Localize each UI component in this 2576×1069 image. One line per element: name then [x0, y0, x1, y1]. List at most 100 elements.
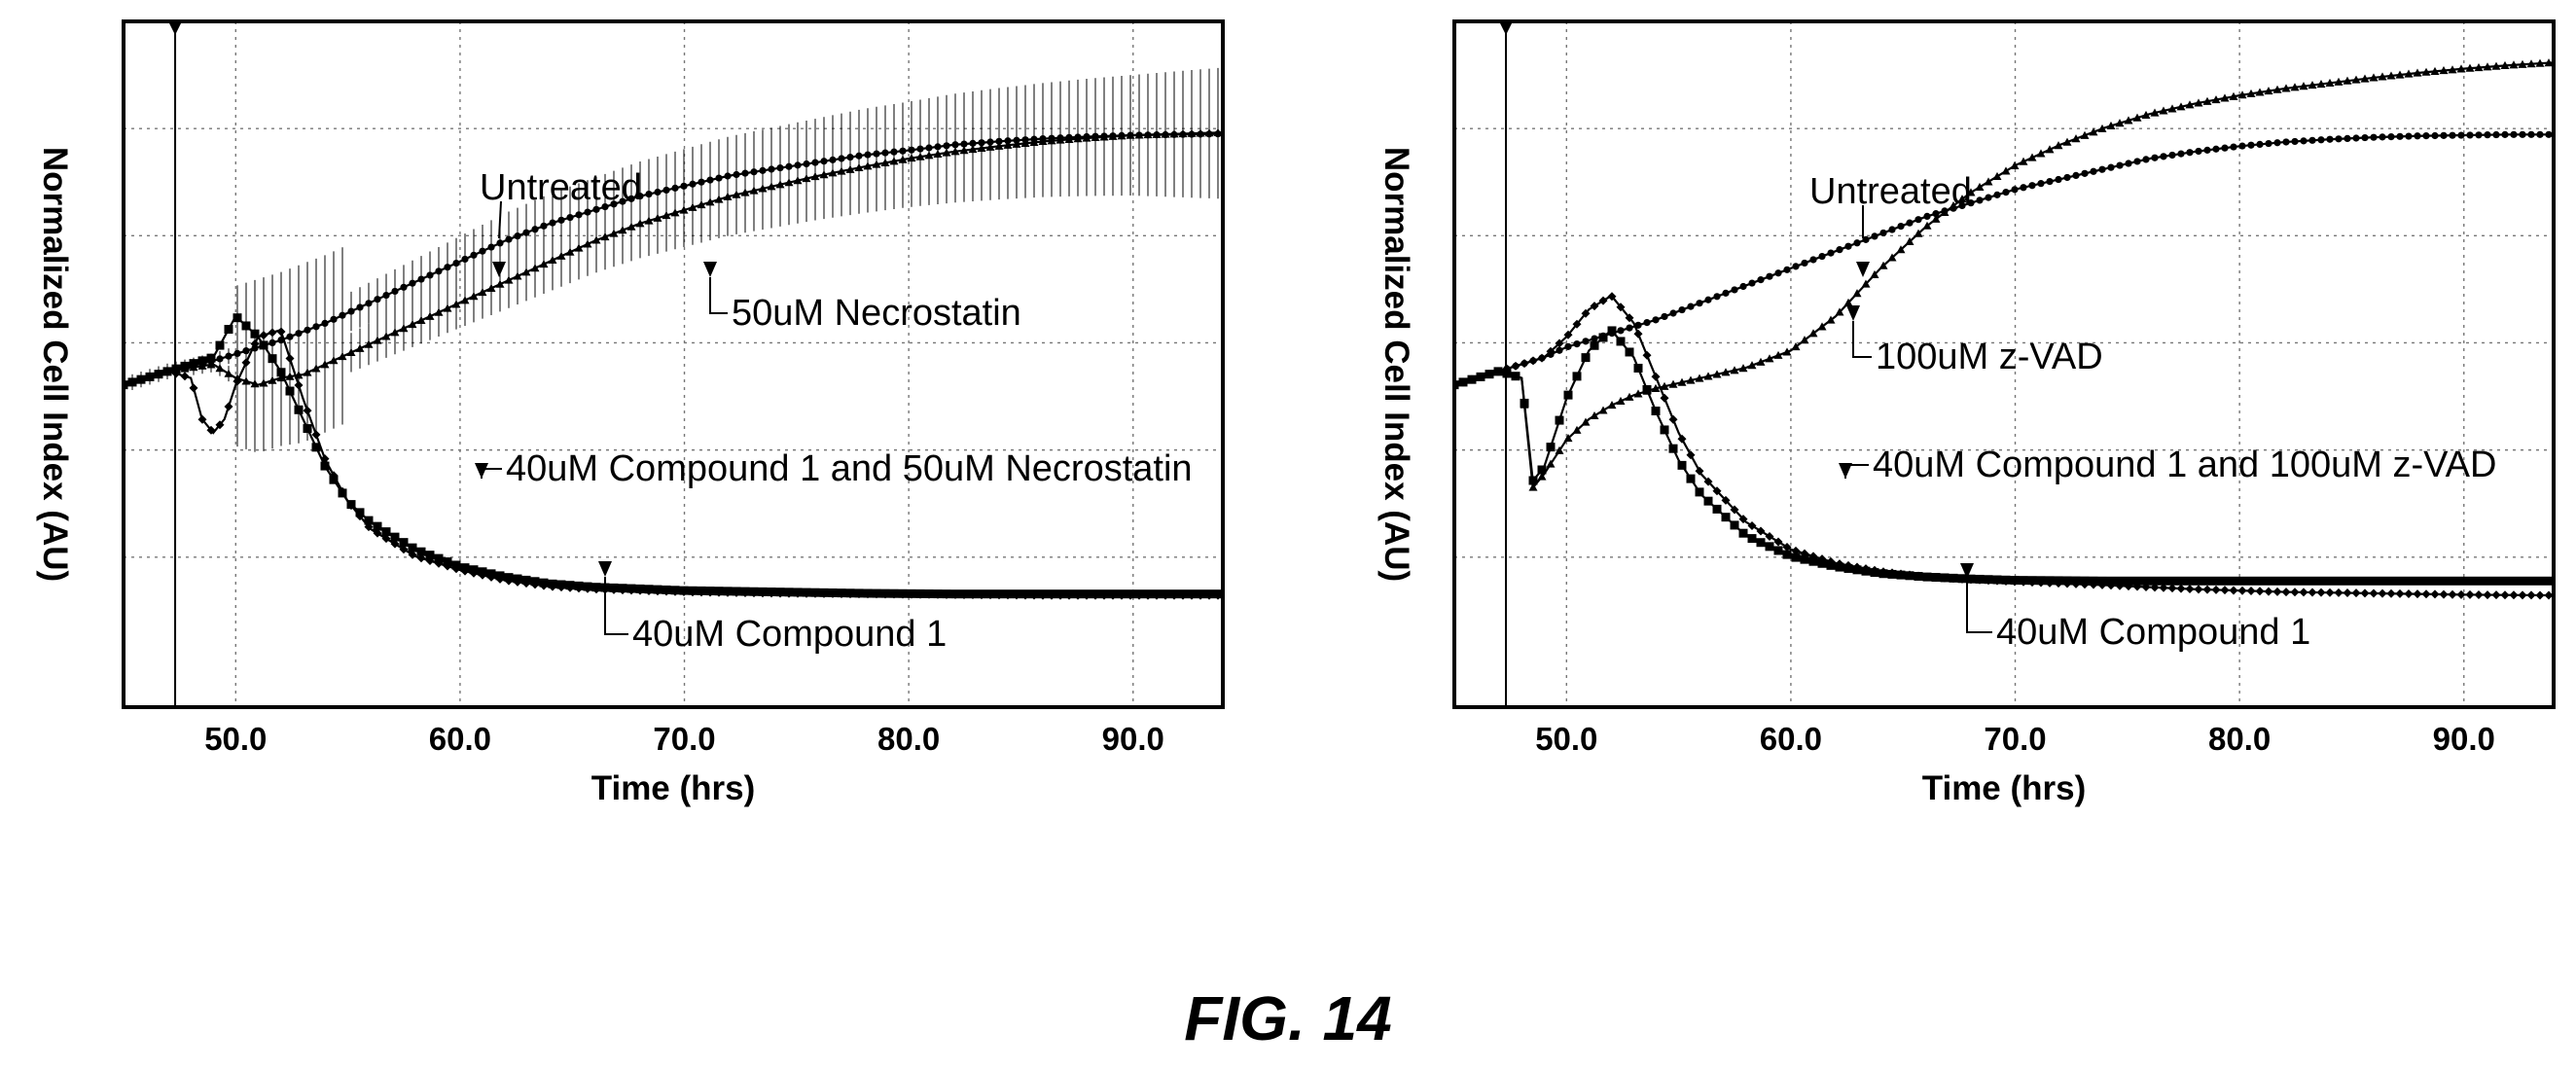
point-marker: [1633, 363, 1643, 373]
point-marker: [2351, 75, 2361, 84]
point-marker: [364, 339, 374, 348]
point-marker: [2299, 588, 2308, 597]
point-marker: [408, 550, 417, 559]
point-marker: [1984, 576, 1993, 586]
point-marker: [1686, 450, 1696, 460]
point-marker: [1187, 590, 1197, 600]
point-marker: [1703, 372, 1713, 380]
point-marker: [1055, 135, 1065, 144]
point-marker: [197, 361, 207, 370]
point-marker: [2439, 66, 2449, 75]
point-marker: [2055, 175, 2062, 184]
point-marker: [1643, 318, 1651, 327]
point-marker: [1196, 590, 1205, 600]
point-marker: [233, 313, 242, 323]
point-marker: [1108, 131, 1118, 140]
point-marker: [1677, 460, 1687, 470]
point-marker: [679, 205, 689, 214]
point-marker: [1537, 472, 1547, 481]
point-marker: [1064, 134, 1074, 143]
point-marker: [644, 586, 654, 595]
point-marker: [1660, 393, 1669, 403]
point-marker: [1826, 315, 1836, 324]
point-marker: [2141, 110, 2151, 119]
point-marker: [2097, 124, 2107, 132]
point-marker: [1808, 552, 1818, 561]
point-marker: [443, 561, 452, 571]
point-marker: [1686, 375, 1696, 384]
point-marker: [977, 590, 986, 600]
point-marker: [2107, 163, 2115, 171]
point-marker: [2211, 576, 2221, 586]
point-marker: [1984, 177, 1993, 186]
point-marker: [2334, 77, 2343, 86]
point-marker: [1809, 256, 1817, 264]
point-marker: [346, 501, 356, 511]
series-3: [1454, 292, 2554, 600]
annotation-2: 40uM Compound 1 and 100uM z-VAD: [1839, 445, 2496, 485]
point-marker: [1591, 335, 1598, 342]
point-marker: [1712, 504, 1722, 514]
annotation-label: 40uM Compound 1 and 50uM Necrostatin: [506, 448, 1193, 489]
point-marker: [1073, 590, 1083, 600]
point-marker: [1992, 171, 2002, 180]
point-marker: [1047, 590, 1056, 600]
annotation-1: 100uM z-VAD: [1846, 305, 2103, 377]
point-marker: [2001, 577, 2011, 587]
point-marker: [2010, 577, 2020, 587]
point-marker: [2457, 131, 2465, 139]
point-marker: [206, 425, 216, 435]
point-marker: [933, 589, 943, 599]
point-marker: [1563, 390, 1573, 400]
point-marker: [889, 589, 899, 599]
point-marker: [2010, 160, 2020, 169]
point-marker: [425, 551, 435, 560]
point-marker: [1099, 132, 1109, 141]
point-marker: [635, 219, 645, 228]
point-marker: [1879, 229, 1887, 237]
point-marker: [2509, 590, 2519, 600]
point-marker: [250, 339, 260, 349]
point-marker: [2484, 131, 2491, 139]
point-marker: [915, 589, 925, 599]
series-3: [124, 327, 1223, 600]
point-marker: [417, 275, 425, 283]
point-marker: [1696, 300, 1703, 307]
point-marker: [2272, 587, 2282, 596]
point-marker: [2167, 584, 2177, 593]
point-marker: [1756, 538, 1766, 548]
x-tick-label: 90.0: [2433, 721, 2495, 757]
point-marker: [1862, 235, 1870, 243]
point-marker: [1731, 286, 1738, 294]
point-marker: [539, 581, 549, 590]
point-marker: [2194, 576, 2203, 586]
point-marker: [2247, 141, 2255, 149]
point-marker: [959, 589, 969, 599]
x-tick-label: 70.0: [653, 721, 715, 757]
annotation-label: 40uM Compound 1 and 100uM z-VAD: [1873, 445, 2496, 485]
point-marker: [145, 372, 155, 381]
point-marker: [1668, 414, 1678, 424]
point-marker: [1721, 513, 1731, 522]
point-marker: [1581, 308, 1591, 318]
point-marker: [1038, 590, 1048, 600]
point-marker: [1940, 573, 1950, 583]
point-marker: [740, 588, 750, 598]
point-marker: [758, 588, 768, 598]
point-marker: [504, 275, 514, 284]
point-marker: [241, 376, 251, 385]
point-marker: [426, 271, 434, 279]
point-marker: [1817, 322, 1827, 331]
point-marker: [688, 588, 698, 597]
point-marker: [1721, 368, 1731, 376]
point-marker: [1687, 303, 1695, 310]
point-marker: [2062, 579, 2072, 588]
point-marker: [1555, 339, 1564, 348]
point-marker: [2430, 66, 2440, 75]
point-marker: [2335, 135, 2343, 143]
point-marker: [2124, 576, 2133, 586]
point-marker: [2509, 576, 2519, 586]
point-marker: [2395, 588, 2405, 598]
point-marker: [2264, 87, 2273, 95]
annotation-leader: [1852, 321, 1872, 358]
